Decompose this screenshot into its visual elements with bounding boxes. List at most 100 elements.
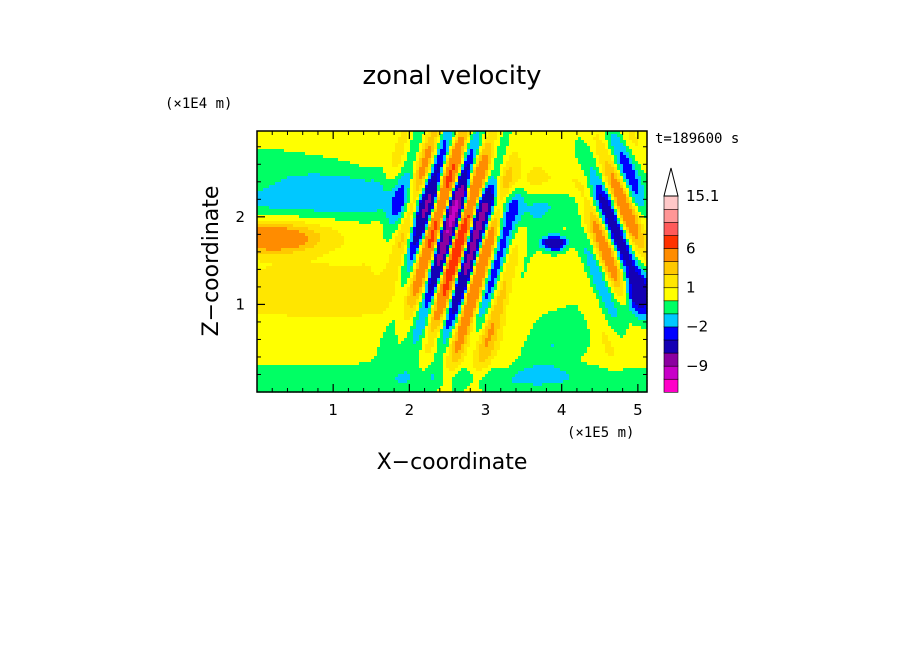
contour-cell: [263, 170, 267, 174]
contour-cell: [293, 224, 297, 228]
contour-cell: [317, 278, 321, 282]
contour-cell: [338, 194, 342, 198]
contour-cell: [326, 329, 330, 333]
contour-cell: [332, 257, 336, 261]
contour-cell: [272, 356, 276, 360]
contour-cell: [290, 305, 294, 309]
contour-cell: [320, 251, 324, 255]
contour-cell: [341, 293, 345, 297]
contour-cell: [281, 308, 285, 312]
contour-cell: [338, 371, 342, 375]
contour-cell: [302, 209, 306, 213]
contour-cell: [263, 365, 267, 369]
contour-cell: [332, 278, 336, 282]
contour-cell: [290, 269, 294, 273]
contour-cell: [314, 197, 318, 201]
contour-cell: [341, 212, 345, 216]
contour-cell: [269, 143, 273, 147]
contour-cell: [287, 359, 291, 363]
contour-cell: [275, 272, 279, 276]
contour-cell: [305, 308, 309, 312]
contour-cell: [293, 377, 297, 381]
contour-cell: [260, 167, 264, 171]
contour-cell: [269, 317, 273, 321]
contour-cell: [260, 347, 264, 351]
contour-cell: [335, 227, 339, 231]
contour-cell: [305, 332, 309, 336]
contour-cell: [269, 386, 273, 390]
contour-cell: [323, 293, 327, 297]
contour-cell: [305, 263, 309, 267]
contour-cell: [260, 290, 264, 294]
contour-cell: [311, 143, 315, 147]
contour-cell: [272, 317, 276, 321]
contour-cell: [302, 335, 306, 339]
contour-cell: [311, 131, 315, 135]
contour-cell: [323, 311, 327, 315]
contour-cell: [305, 233, 309, 237]
contour-cell: [317, 263, 321, 267]
contour-cell: [290, 362, 294, 366]
contour-cell: [290, 140, 294, 144]
contour-cell: [299, 227, 303, 231]
contour-cell: [257, 227, 261, 231]
contour-cell: [311, 242, 315, 246]
contour-cell: [338, 143, 342, 147]
contour-cell: [299, 173, 303, 177]
contour-cell: [317, 308, 321, 312]
contour-cell: [314, 167, 318, 171]
contour-cell: [338, 299, 342, 303]
contour-cell: [260, 335, 264, 339]
contour-cell: [296, 227, 300, 231]
contour-cell: [290, 194, 294, 198]
contour-cell: [302, 362, 306, 366]
contour-cell: [329, 353, 333, 357]
contour-cell: [296, 296, 300, 300]
contour-cell: [344, 206, 348, 210]
contour-cell: [326, 161, 330, 165]
contour-cell: [314, 131, 318, 135]
contour-cell: [302, 233, 306, 237]
contour-cell: [272, 131, 276, 135]
contour-cell: [260, 308, 264, 312]
contour-cell: [305, 137, 309, 141]
contour-cell: [344, 242, 348, 246]
contour-cell: [296, 293, 300, 297]
contour-cell: [308, 275, 312, 279]
contour-cell: [296, 371, 300, 375]
contour-cell: [332, 182, 336, 186]
contour-cell: [308, 314, 312, 318]
contour-cell: [344, 173, 348, 177]
contour-cell: [320, 155, 324, 159]
contour-cell: [266, 296, 270, 300]
contour-cell: [323, 224, 327, 228]
contour-cell: [323, 212, 327, 216]
contour-cell: [311, 380, 315, 384]
contour-cell: [305, 170, 309, 174]
contour-cell: [311, 248, 315, 252]
contour-cell: [284, 239, 288, 243]
contour-cell: [287, 194, 291, 198]
contour-cell: [293, 347, 297, 351]
contour-cell: [287, 320, 291, 324]
contour-cell: [332, 179, 336, 183]
contour-cell: [272, 308, 276, 312]
contour-cell: [290, 221, 294, 225]
contour-cell: [275, 173, 279, 177]
contour-cell: [263, 167, 267, 171]
contour-cell: [260, 317, 264, 321]
contour-cell: [338, 323, 342, 327]
contour-cell: [269, 230, 273, 234]
contour-cell: [257, 197, 261, 201]
contour-cell: [326, 374, 330, 378]
contour-cell: [275, 269, 279, 273]
contour-cell: [332, 359, 336, 363]
contour-cell: [323, 245, 327, 249]
contour-cell: [326, 251, 330, 255]
contour-cell: [308, 308, 312, 312]
contour-cell: [287, 344, 291, 348]
contour-cell: [284, 263, 288, 267]
contour-cell: [296, 152, 300, 156]
contour-cell: [308, 233, 312, 237]
contour-cell: [332, 236, 336, 240]
